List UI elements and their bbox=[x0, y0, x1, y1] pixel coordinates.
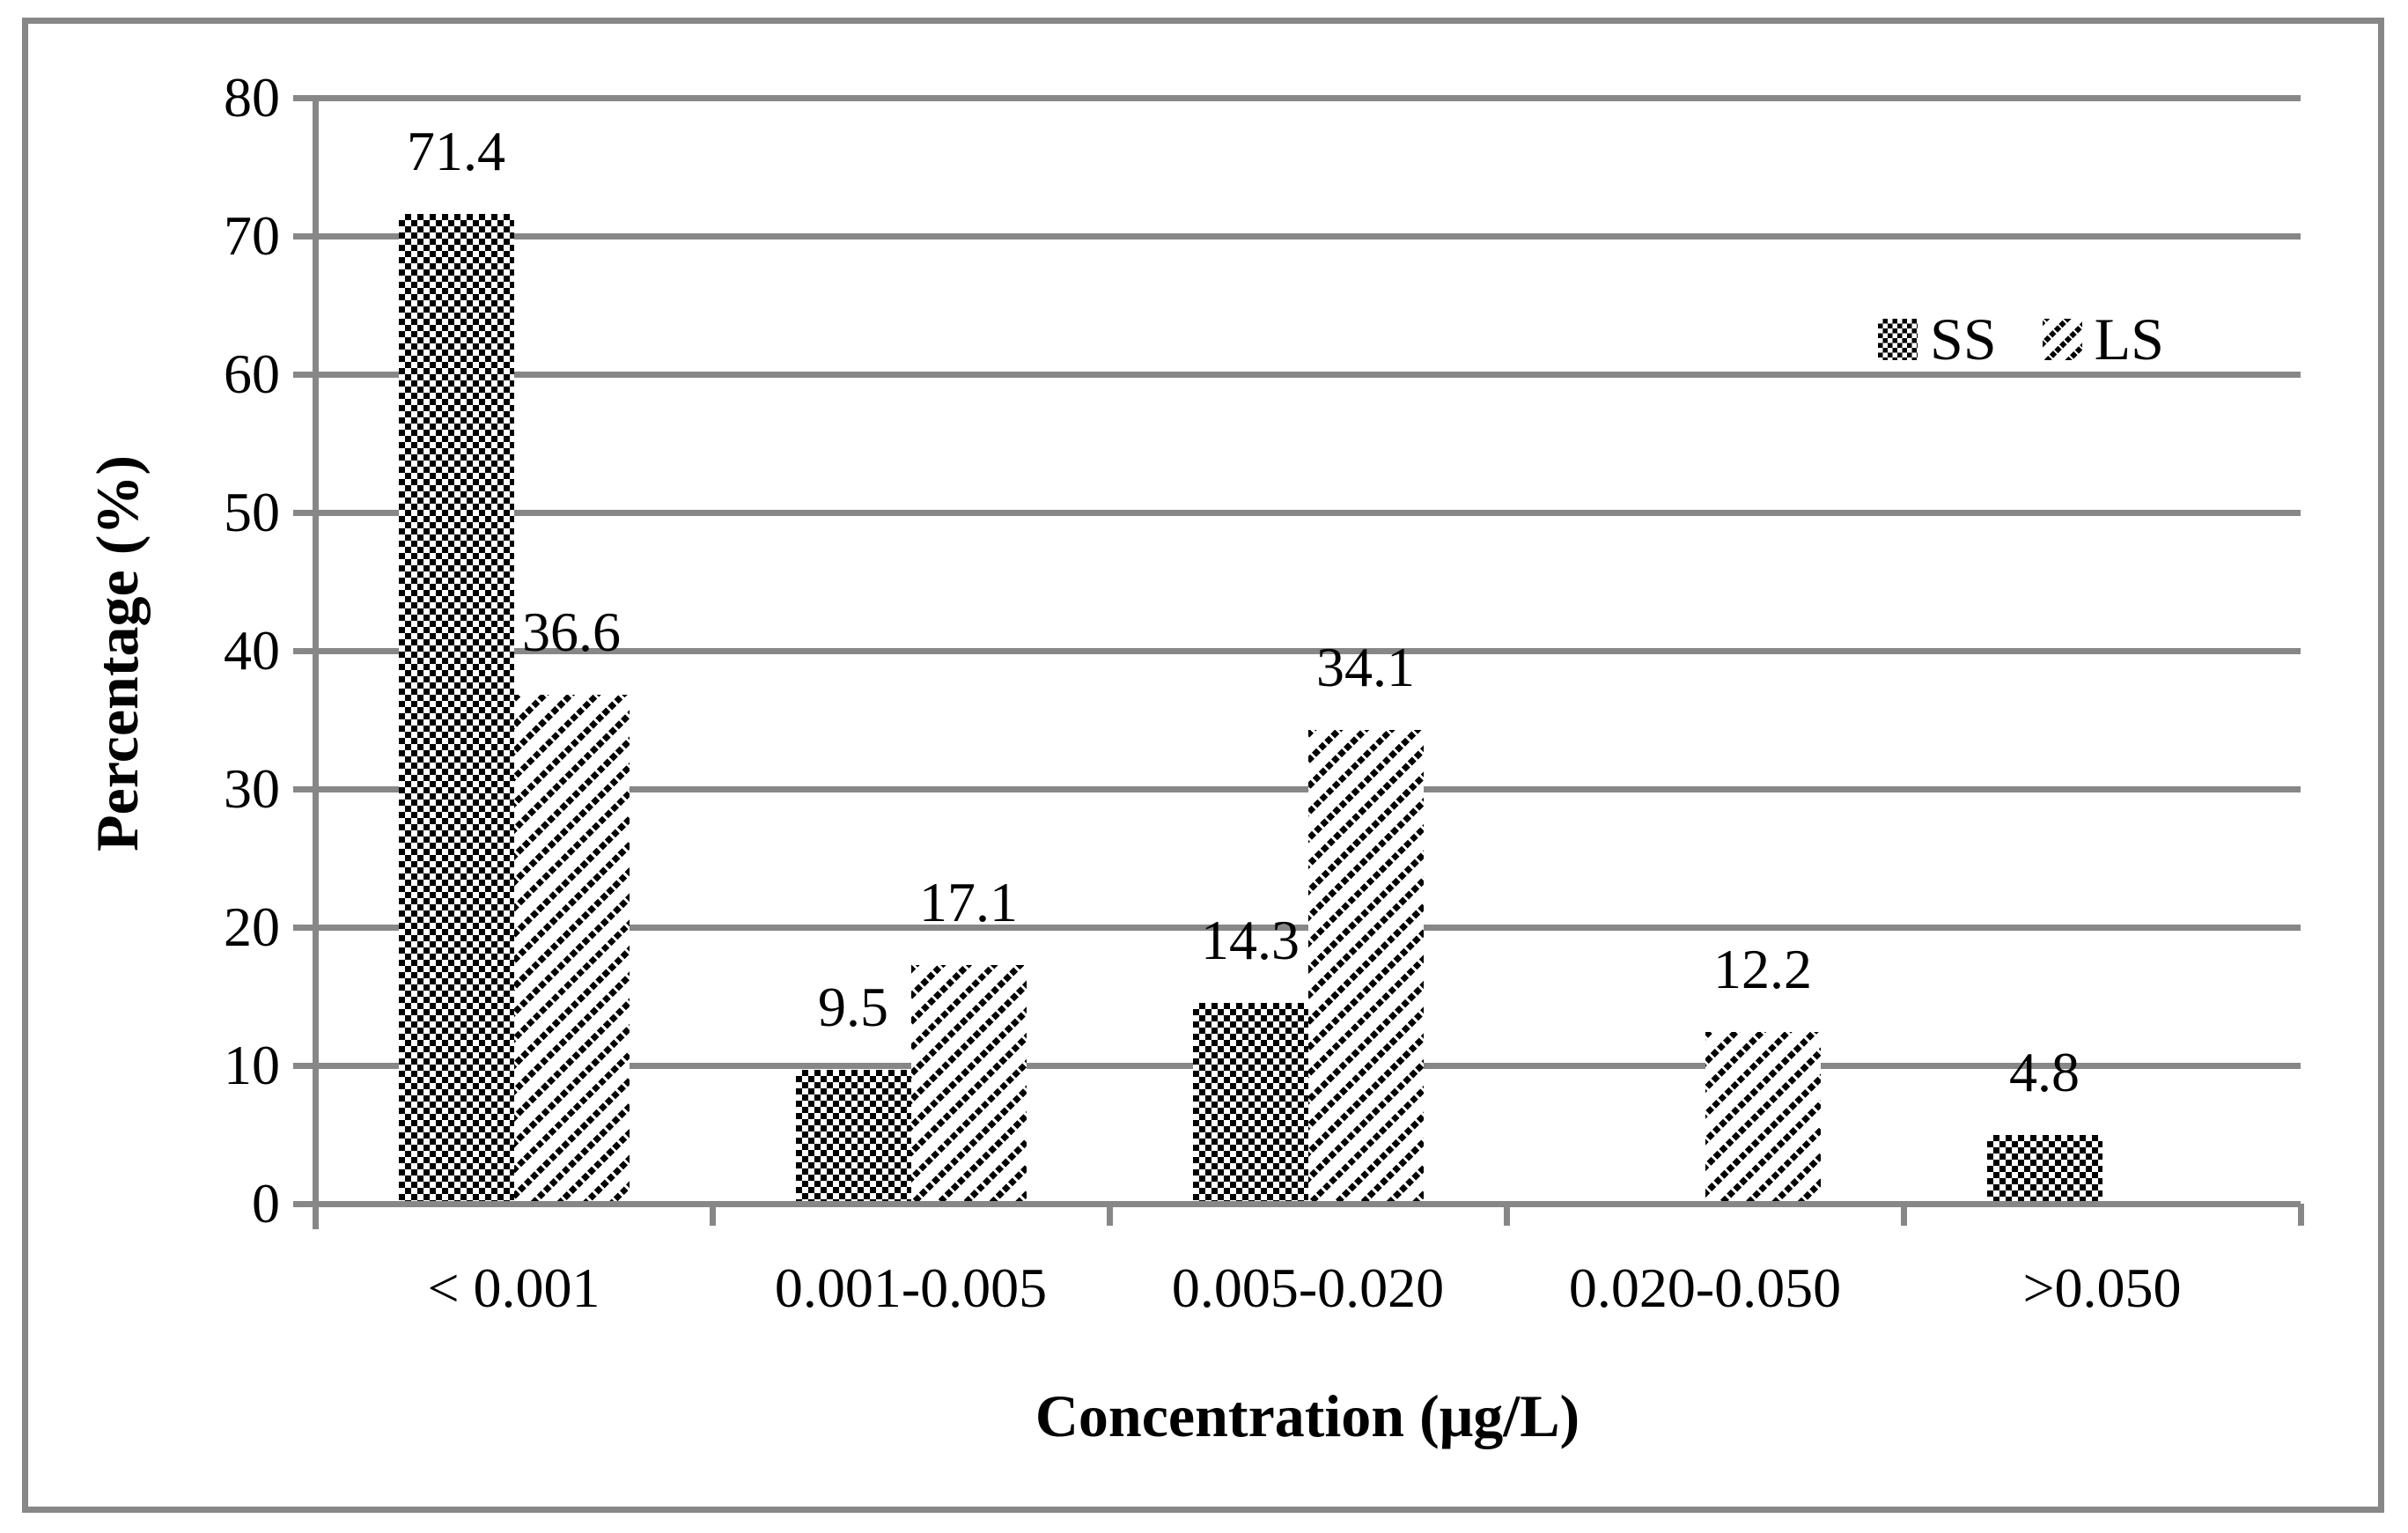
y-tick bbox=[293, 924, 315, 931]
x-tick bbox=[1503, 1204, 1510, 1226]
bar-ss-1 bbox=[398, 214, 514, 1201]
value-label-ss-1: 71.4 bbox=[407, 120, 505, 183]
value-label-ss-5: 4.8 bbox=[2009, 1040, 2080, 1103]
y-tick bbox=[293, 94, 315, 101]
bar-ls-2 bbox=[910, 964, 1027, 1201]
x-category-label: 0.005-0.020 bbox=[1171, 1257, 1445, 1319]
x-tick bbox=[312, 1204, 319, 1226]
y-tick bbox=[293, 1200, 315, 1207]
y-tick-label: 20 bbox=[224, 895, 280, 958]
x-tick bbox=[709, 1204, 716, 1226]
y-tick-label: 50 bbox=[224, 481, 280, 543]
y-tick bbox=[293, 371, 315, 378]
value-label-ss-2: 9.5 bbox=[818, 975, 888, 1038]
x-category-label: >0.050 bbox=[2022, 1257, 2182, 1319]
y-tick-label: 10 bbox=[224, 1034, 280, 1096]
bar-ss-3 bbox=[1192, 1003, 1308, 1201]
legend: SS LS bbox=[1878, 308, 2164, 370]
x-axis-title: Concentration (μg/L) bbox=[1035, 1382, 1580, 1449]
y-tick-label: 30 bbox=[224, 757, 280, 820]
x-tick bbox=[1106, 1204, 1113, 1226]
y-gridline bbox=[315, 232, 2301, 240]
x-tick bbox=[1900, 1204, 1907, 1226]
legend-label-ls: LS bbox=[2094, 306, 2164, 372]
bar-ss-2 bbox=[795, 1069, 911, 1201]
value-label-ls-1: 36.6 bbox=[522, 601, 621, 664]
legend-swatch-ss-checkerboard-icon bbox=[1878, 318, 1918, 360]
y-tick-label: 80 bbox=[224, 66, 280, 129]
value-label-ls-3: 34.1 bbox=[1316, 635, 1415, 698]
bar-ss-5 bbox=[1986, 1134, 2102, 1201]
y-gridline bbox=[315, 94, 2301, 101]
y-gridline bbox=[315, 509, 2301, 516]
x-category-label: < 0.001 bbox=[427, 1257, 600, 1319]
y-tick bbox=[293, 647, 315, 654]
bar-ls-1 bbox=[513, 695, 630, 1201]
y-tick-label: 40 bbox=[224, 619, 280, 682]
y-tick bbox=[293, 509, 315, 516]
y-tick bbox=[293, 1062, 315, 1069]
y-axis-line bbox=[312, 94, 319, 1229]
bar-ls-3 bbox=[1307, 729, 1424, 1201]
y-tick bbox=[293, 785, 315, 792]
legend-label-ss: SS bbox=[1930, 306, 1997, 372]
bar-ls-4 bbox=[1705, 1032, 1821, 1201]
value-label-ss-3: 14.3 bbox=[1201, 909, 1300, 972]
y-gridline bbox=[315, 371, 2301, 378]
y-tick-label: 60 bbox=[224, 343, 280, 405]
y-gridline bbox=[315, 647, 2301, 654]
legend-swatch-ls-diagonal-hatch-icon bbox=[2042, 318, 2082, 360]
y-gridline bbox=[315, 1200, 2301, 1207]
value-label-ls-4: 12.2 bbox=[1713, 938, 1812, 1001]
x-category-label: 0.020-0.050 bbox=[1568, 1257, 1842, 1319]
y-tick-label: 70 bbox=[224, 204, 280, 267]
x-category-label: 0.001-0.005 bbox=[774, 1257, 1048, 1319]
value-label-ls-2: 17.1 bbox=[919, 870, 1018, 933]
figure-border bbox=[22, 18, 2384, 1513]
y-tick bbox=[293, 232, 315, 240]
y-tick-label: 0 bbox=[252, 1172, 280, 1235]
x-tick bbox=[2297, 1204, 2304, 1226]
